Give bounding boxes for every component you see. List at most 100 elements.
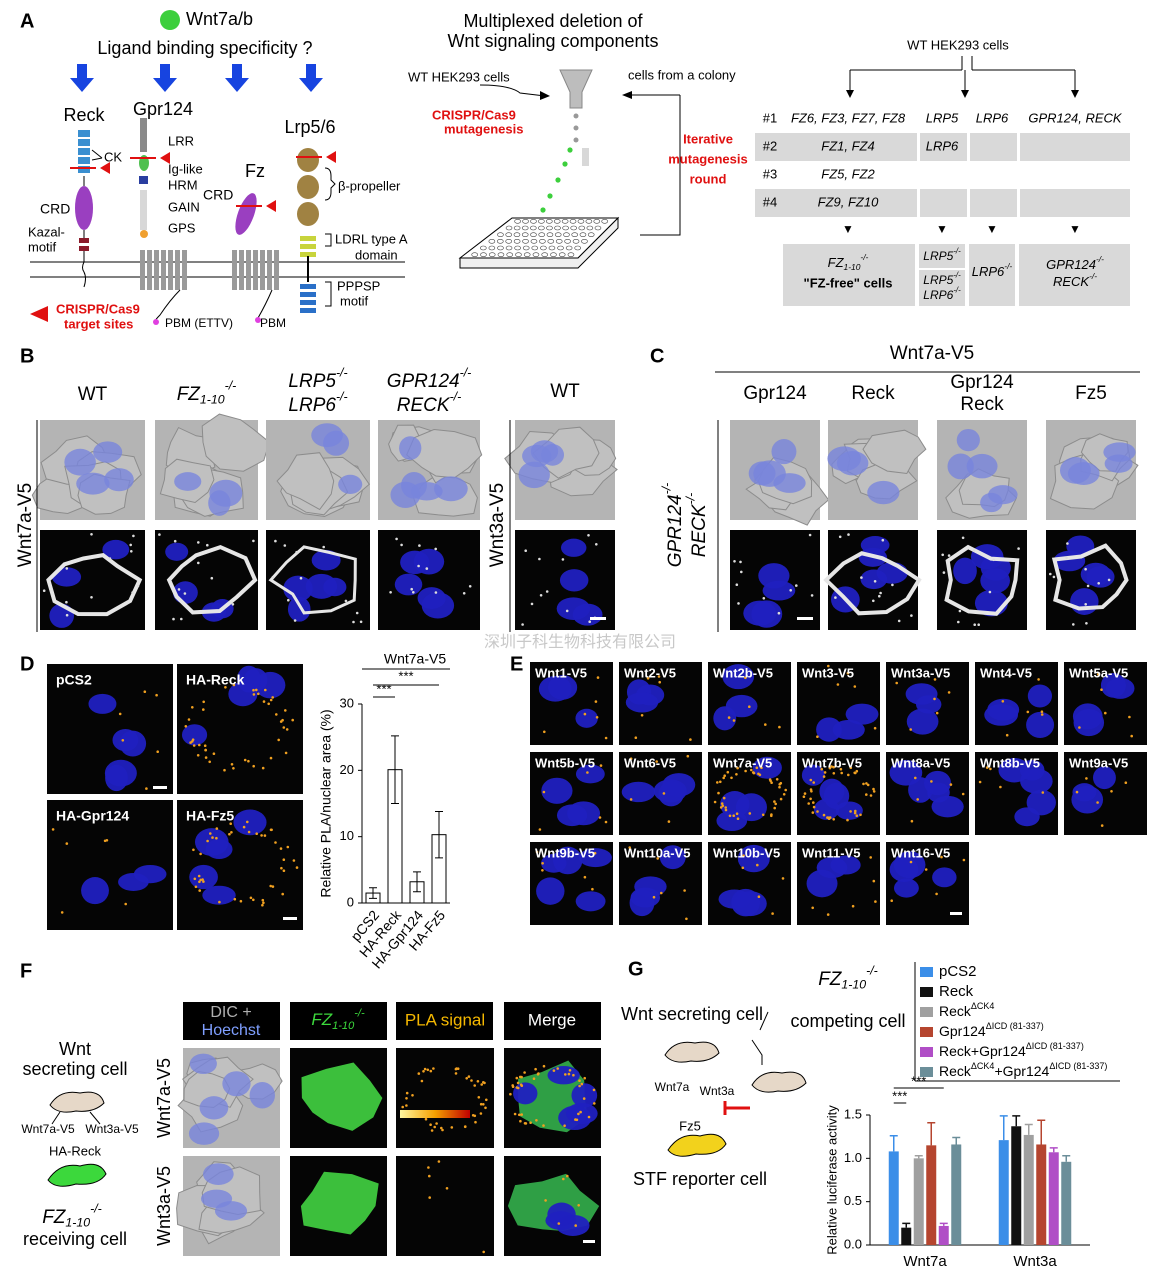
genotype-name: FZ: [818, 969, 843, 990]
signal-dot: [582, 1097, 586, 1100]
label: Wnt3a-V5: [154, 1166, 174, 1246]
signal-dot: [604, 736, 608, 740]
signal-dot: [839, 767, 843, 771]
nucleus: [621, 781, 656, 803]
signal-dot: [230, 831, 233, 834]
label: GPS: [168, 220, 196, 235]
legend-superscript: ΔICD (81-337): [1026, 1041, 1084, 1051]
scale-bar: [950, 912, 962, 915]
y-tick-label: 10: [340, 828, 354, 843]
signal-dot: [267, 702, 271, 706]
label: Wnt2-V5: [624, 665, 676, 680]
scale-bar: [583, 1240, 595, 1243]
signal-dot: [530, 602, 534, 606]
genotype-superscript: -/-: [953, 286, 961, 295]
sorter-nozzle: [559, 69, 593, 109]
membrane-signal: [944, 544, 1020, 616]
signal-dot: [686, 754, 690, 758]
signal-dot: [462, 592, 466, 595]
signal-dot: [1096, 801, 1099, 804]
y-tick-label: 1.0: [844, 1150, 862, 1165]
signal-dot: [865, 782, 868, 785]
signal-dot: [722, 796, 726, 800]
secreting-cell: [664, 1041, 720, 1063]
well: [522, 239, 529, 244]
label: Wnt signaling components: [447, 31, 658, 51]
bar: [998, 1140, 1009, 1245]
label: DIC +: [210, 1004, 251, 1021]
label: Gpr124: [133, 99, 193, 119]
signal-dot: [830, 765, 833, 768]
signal-dot: [854, 809, 857, 813]
nucleus: [518, 461, 550, 489]
signal-dot: [1085, 622, 1088, 625]
signal-dot: [775, 778, 779, 781]
micrograph: [797, 752, 880, 835]
micrograph: [886, 662, 969, 745]
signal-dot: [422, 1070, 425, 1073]
well: [554, 232, 562, 237]
signal-dot: [999, 785, 1002, 789]
tail: [257, 289, 273, 319]
label: motif: [340, 293, 369, 308]
signal-dot: [733, 560, 736, 563]
signal-dot: [538, 557, 541, 561]
signal-dot: [629, 757, 633, 760]
signal-dot: [732, 814, 735, 817]
signal-dot: [464, 1125, 467, 1128]
genotype-subscript: 1-10: [65, 1216, 90, 1230]
legend-superscript: ΔICD (81-337): [986, 1021, 1044, 1031]
signal-dot: [173, 539, 177, 543]
signal-dot: [758, 773, 762, 777]
pppsp-motif: [300, 292, 316, 297]
signal-dot: [941, 553, 944, 557]
well: [479, 245, 487, 251]
nucleus: [165, 542, 189, 561]
label: Wnt16-V5: [891, 845, 950, 860]
signal-dot: [566, 1174, 569, 1178]
signal-dot: [541, 869, 544, 872]
signal-dot: [716, 781, 719, 784]
micrograph: [827, 420, 927, 520]
signal-dot: [992, 558, 995, 562]
signal-dot: [262, 700, 266, 703]
label: Ligand binding specificity ?: [97, 38, 312, 58]
label: #1: [763, 110, 777, 125]
droplet: [567, 147, 573, 153]
target-arrow: [266, 200, 276, 212]
label: FZ5, FZ2: [821, 166, 875, 181]
well: [579, 232, 587, 237]
signal-dot: [352, 620, 355, 624]
signal-dot: [203, 744, 207, 747]
genotype-name: LRP6: [923, 288, 953, 302]
nucleus: [572, 603, 603, 626]
signal-dot: [935, 892, 938, 896]
signal-dot: [855, 814, 859, 817]
signal-dot: [233, 897, 237, 901]
nucleus: [1104, 454, 1133, 473]
micrograph: [290, 1156, 387, 1256]
chart-title: Wnt7a-V5: [384, 651, 446, 667]
label: Wnt7a/b: [186, 9, 253, 29]
nucleus: [771, 439, 797, 465]
tm-helix: [267, 250, 272, 290]
nucleus: [102, 539, 130, 560]
genotype-name: LRP6: [288, 395, 336, 416]
genotype: LRP5-/-: [288, 366, 347, 392]
signal-dot: [518, 1113, 521, 1117]
signal-dot: [523, 1071, 526, 1074]
label: Wnt3-V5: [802, 665, 854, 680]
signal-dot: [252, 764, 255, 768]
well: [530, 219, 537, 224]
genotype: RECK-/-: [1053, 271, 1097, 289]
signal-dot: [719, 806, 723, 809]
nucleus: [513, 1082, 538, 1105]
signal-dot: [849, 810, 852, 813]
signal-dot: [1124, 781, 1128, 784]
signal-dot: [199, 852, 202, 856]
signal-dot: [287, 598, 290, 602]
label: mutagenesis: [444, 121, 523, 136]
nucleus: [966, 453, 998, 479]
well: [531, 245, 539, 251]
signal-dot: [568, 1069, 572, 1072]
